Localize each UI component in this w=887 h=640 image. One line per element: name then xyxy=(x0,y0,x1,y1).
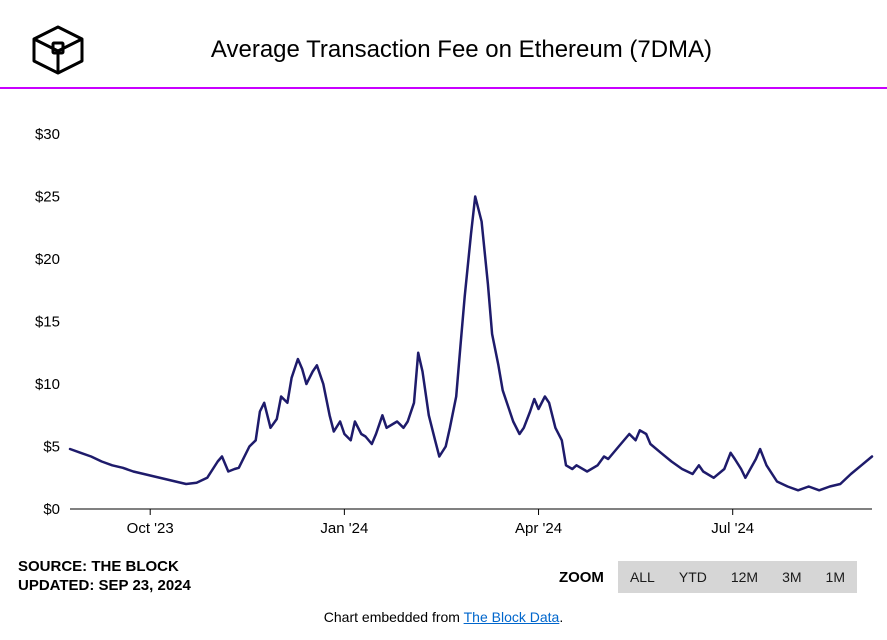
embed-link[interactable]: The Block Data xyxy=(464,609,560,625)
svg-text:Jan '24: Jan '24 xyxy=(320,520,368,537)
updated-label: UPDATED: SEP 23, 2024 xyxy=(18,577,191,596)
chart-title: Average Transaction Fee on Ethereum (7DM… xyxy=(106,36,887,64)
source-block: SOURCE: THE BLOCK UPDATED: SEP 23, 2024 xyxy=(18,558,191,596)
chart-footer: SOURCE: THE BLOCK UPDATED: SEP 23, 2024 … xyxy=(0,549,887,605)
svg-text:Jul '24: Jul '24 xyxy=(711,520,754,537)
the-block-logo xyxy=(30,25,86,75)
svg-text:$5: $5 xyxy=(43,439,60,456)
zoom-label: ZOOM xyxy=(559,569,604,586)
svg-text:$20: $20 xyxy=(35,251,60,268)
svg-text:$0: $0 xyxy=(43,501,60,518)
svg-text:$15: $15 xyxy=(35,314,60,331)
zoom-button-all[interactable]: ALL xyxy=(618,561,667,593)
svg-text:Apr '24: Apr '24 xyxy=(515,520,562,537)
zoom-button-ytd[interactable]: YTD xyxy=(667,561,719,593)
svg-text:Oct '23: Oct '23 xyxy=(127,520,174,537)
zoom-button-3m[interactable]: 3M xyxy=(770,561,813,593)
svg-text:$10: $10 xyxy=(35,376,60,393)
zoom-button-12m[interactable]: 12M xyxy=(719,561,770,593)
source-label: SOURCE: THE BLOCK xyxy=(18,558,191,577)
embed-prefix: Chart embedded from xyxy=(324,609,464,625)
embed-note: Chart embedded from The Block Data. xyxy=(0,605,887,625)
zoom-controls: ZOOM ALLYTD12M3M1M xyxy=(559,561,857,593)
chart-area: $0 $5 $10 $15 $20 $25 $30 Oct '23 Jan '24 Apr '24… xyxy=(0,89,887,549)
chart-header: Average Transaction Fee on Ethereum (7DM… xyxy=(0,0,887,89)
line-chart: $0 $5 $10 $15 $20 $25 $30 Oct '23 Jan '24 Apr '24… xyxy=(0,89,887,549)
embed-suffix: . xyxy=(559,609,563,625)
svg-text:$25: $25 xyxy=(35,189,60,206)
zoom-button-1m[interactable]: 1M xyxy=(814,561,857,593)
svg-text:$30: $30 xyxy=(35,126,60,143)
